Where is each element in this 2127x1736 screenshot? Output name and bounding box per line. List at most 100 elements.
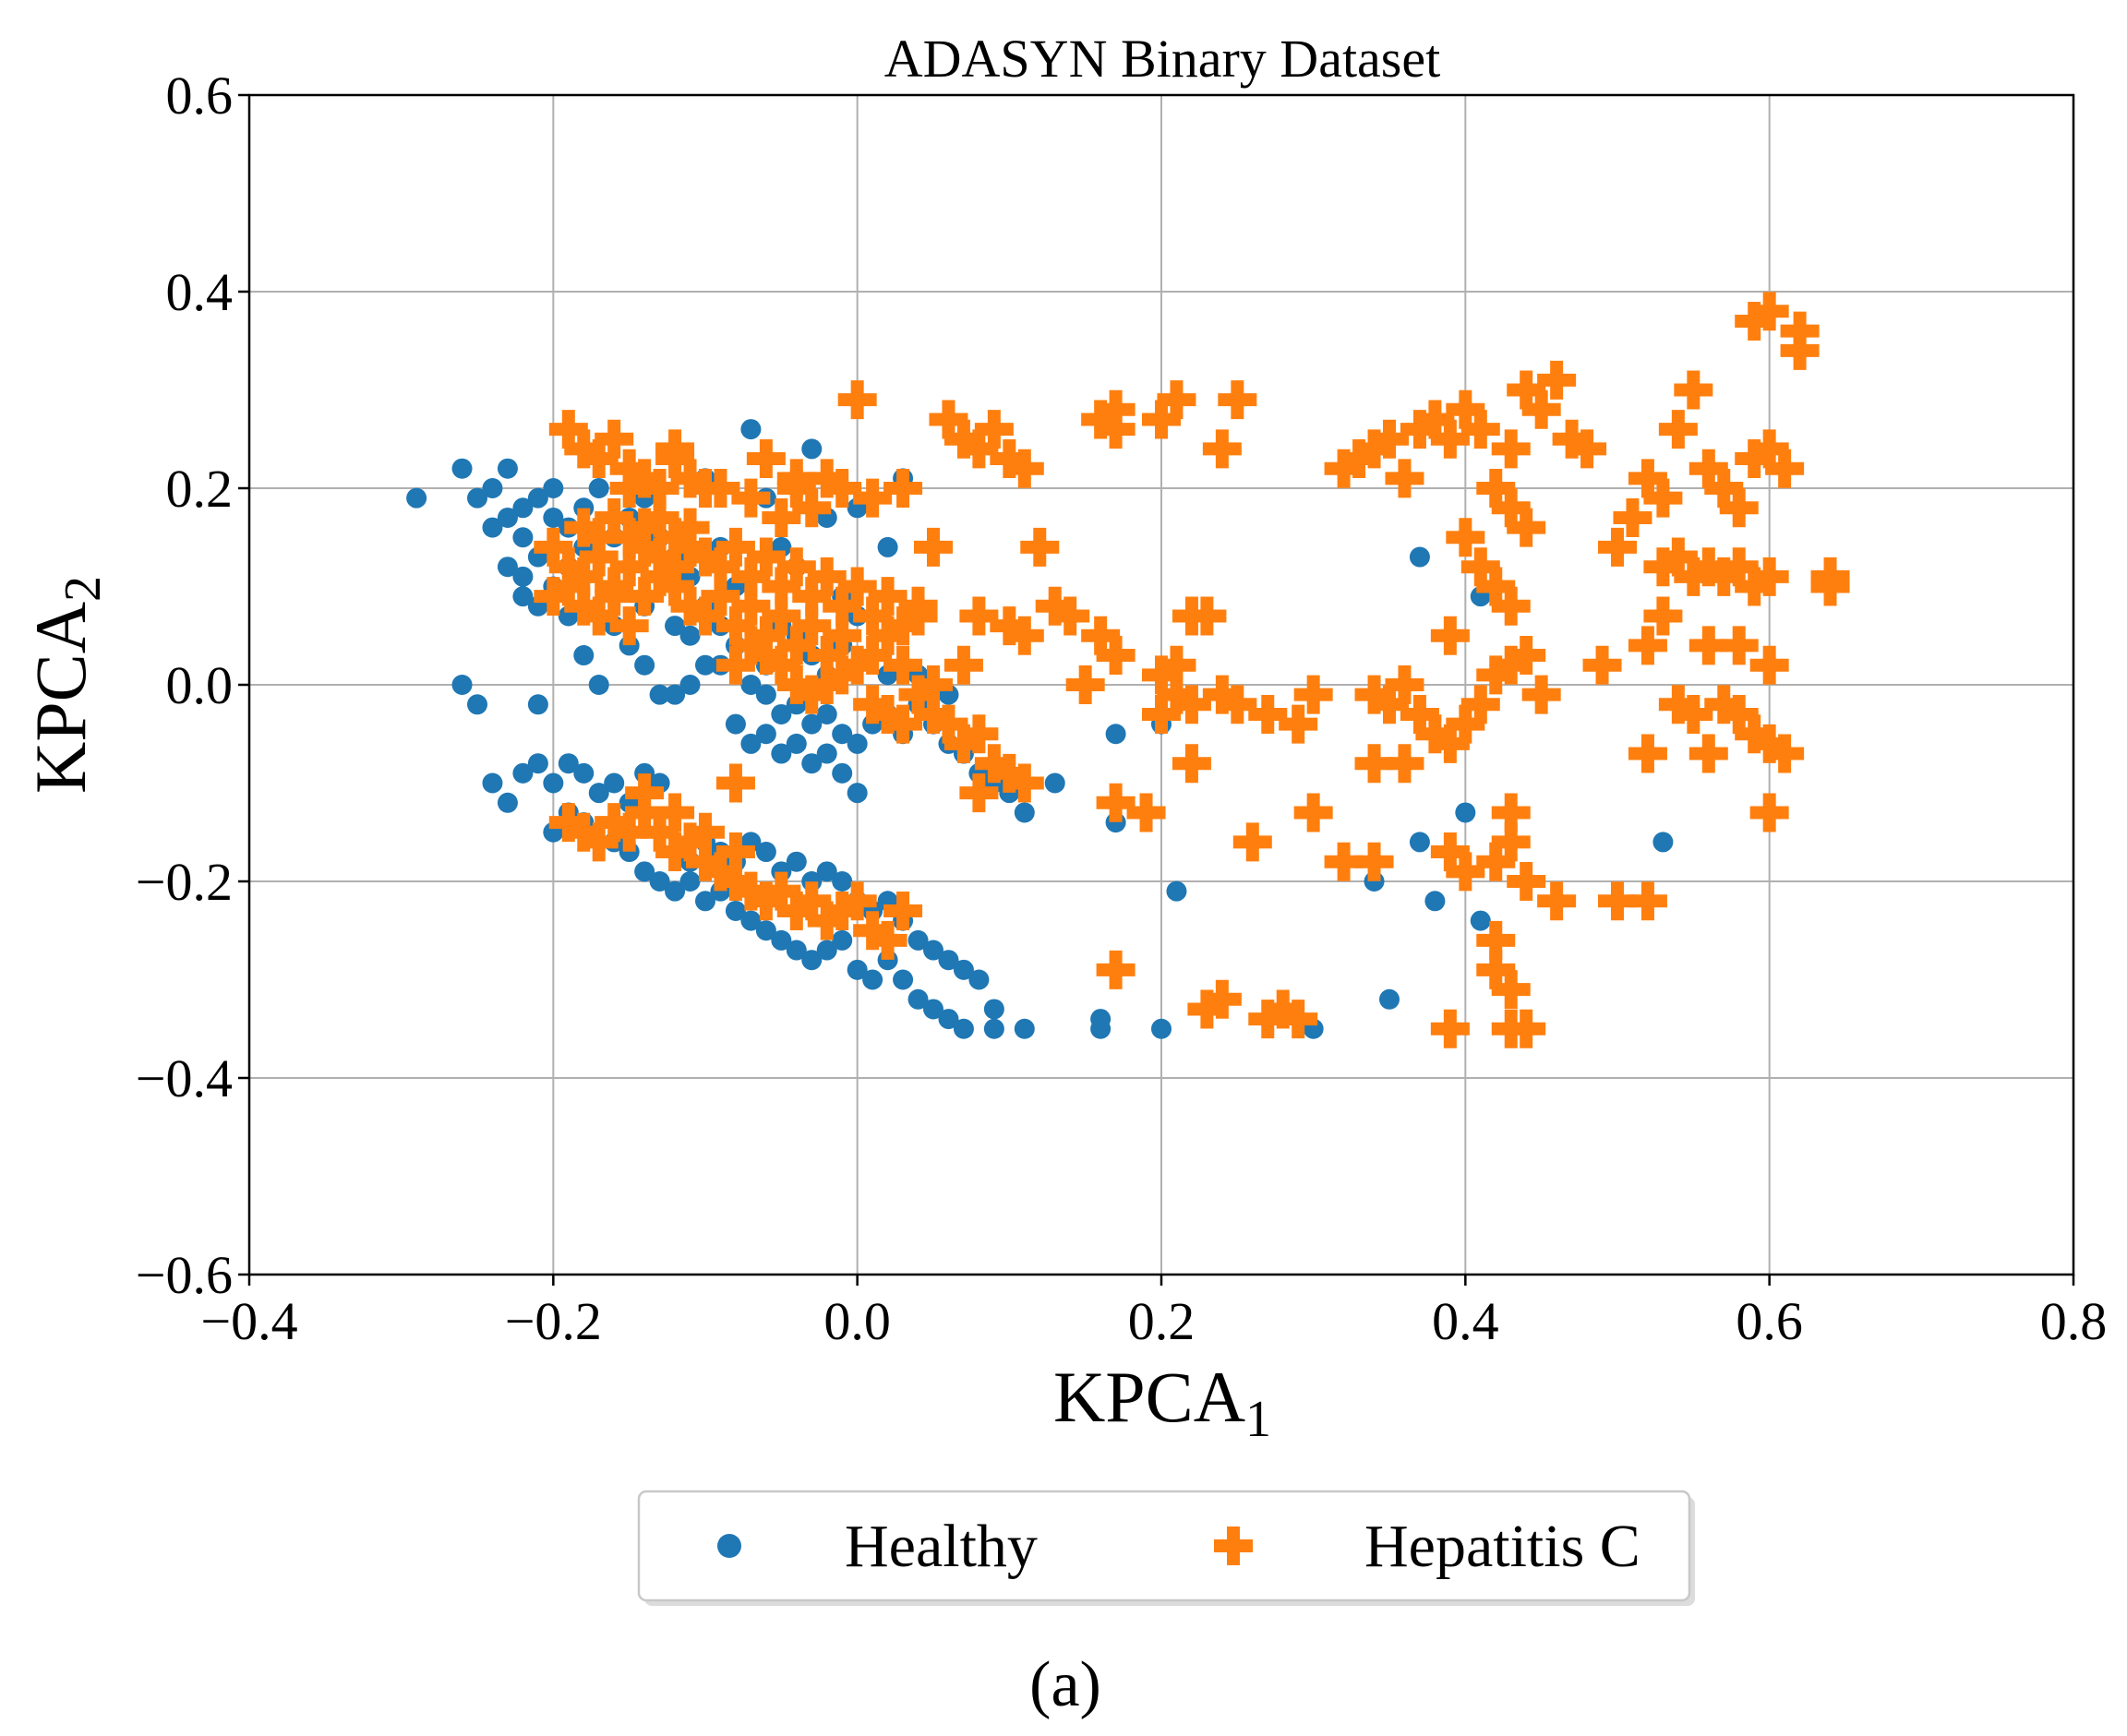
hepatitis-c-point (1537, 360, 1577, 400)
healthy-point (679, 625, 701, 646)
hepatitis-c-point (595, 803, 634, 843)
y-axis-label: KPCA2 (20, 576, 112, 794)
hepatitis-c-point (595, 577, 634, 617)
hepatitis-c-point (898, 675, 938, 714)
hepatitis-c-point (1735, 439, 1774, 479)
hepatitis-c-point (776, 459, 816, 498)
healthy-point (543, 478, 564, 498)
healthy-point (832, 929, 853, 951)
hepatitis-c-point (715, 832, 755, 872)
hepatitis-c-point (1749, 724, 1789, 763)
hepatitis-c-point (1446, 389, 1485, 429)
healthy-point (847, 783, 868, 804)
hepatitis-c-point (823, 469, 862, 508)
hepatitis-c-point (1279, 1000, 1318, 1039)
hepatitis-c-point (837, 881, 877, 921)
hepatitis-c-point (655, 567, 695, 606)
hepatitis-c-point (1096, 783, 1136, 822)
y-tick-label: 0.4 (166, 262, 234, 322)
healthy-point (527, 694, 548, 715)
healthy-point (512, 762, 534, 784)
x-tick-label: 0.8 (2040, 1291, 2108, 1351)
hepatitis-c-point (579, 822, 619, 862)
hepatitis-c-point (1324, 449, 1364, 488)
hepatitis-c-point (1157, 645, 1196, 685)
hepatitis-c-point (1385, 459, 1424, 498)
healthy-point (679, 871, 701, 892)
hepatitis-c-point (1688, 547, 1728, 587)
hepatitis-c-point (1051, 596, 1090, 636)
hepatitis-c-point (1035, 586, 1075, 626)
hepatitis-c-point (655, 518, 695, 557)
hepatitis-c-point (1643, 478, 1683, 518)
healthy-point (725, 713, 746, 735)
hepatitis-c-point (1628, 881, 1667, 921)
hepatitis-c-point (837, 645, 877, 685)
x-axis-label: KPCA1 (1053, 1357, 1271, 1448)
hepatitis-c-point (548, 547, 588, 587)
hepatitis-c-point (1719, 547, 1759, 587)
hepatitis-c-point (853, 685, 893, 724)
healthy-point (406, 487, 427, 509)
hepatitis-c-point (1385, 665, 1424, 704)
healthy-point (740, 733, 762, 754)
hepatitis-c-point (670, 822, 710, 862)
healthy-point (862, 969, 883, 990)
y-axis-label-subscript: 2 (54, 576, 112, 602)
hepatitis-c-point (1172, 685, 1211, 724)
hepatitis-c-point (1354, 429, 1394, 469)
hepatitis-c-point (1446, 518, 1485, 557)
healthy-point (1105, 724, 1126, 745)
healthy-point (725, 900, 746, 921)
hepatitis-c-point (1491, 822, 1531, 862)
healthy-point (573, 645, 595, 666)
hepatitis-c-point (1400, 410, 1439, 449)
hepatitis-c-point (762, 567, 801, 606)
healthy-point (512, 566, 534, 587)
hepatitis-c-point (776, 626, 816, 665)
hepatitis-c-point (1248, 694, 1288, 734)
hepatitis-c-point (1688, 626, 1728, 665)
hepatitis-c-point (731, 871, 771, 911)
hepatitis-c-point (1658, 410, 1698, 449)
hepatitis-c-point (1293, 793, 1333, 832)
y-tick-label: −0.2 (136, 852, 233, 912)
hepatitis-c-point (1096, 950, 1136, 989)
hepatitis-c-point (655, 793, 695, 832)
hepatitis-c-point (1674, 694, 1713, 734)
hepatitis-c-point (609, 812, 649, 852)
hepatitis-c-point (807, 459, 847, 498)
hepatitis-c-point (1643, 596, 1683, 636)
legend: Healthy Hepatitis C (637, 1490, 1695, 1606)
hepatitis-c-point (548, 803, 588, 843)
healthy-point (665, 684, 686, 705)
hepatitis-c-point (1126, 793, 1166, 832)
hepatitis-c-point (776, 891, 816, 930)
hepatitis-c-point (1598, 527, 1637, 567)
y-tick-label: 0.0 (166, 655, 234, 715)
y-tick-label: −0.4 (136, 1048, 233, 1108)
healthy-point (1014, 802, 1035, 823)
healthy-point (953, 1018, 974, 1039)
healthy-point (923, 940, 943, 961)
hepatitis-c-point (1704, 685, 1744, 724)
hepatitis-c-point (670, 527, 710, 567)
hepatitis-c-point (1598, 881, 1637, 921)
hepatitis-c-point (1628, 459, 1667, 498)
hepatitis-c-point (1218, 380, 1257, 420)
hepatitis-c-point (1263, 989, 1303, 1029)
healthy-point (847, 959, 868, 980)
hepatitis-c-point (1688, 449, 1728, 488)
hepatitis-c-point (579, 518, 619, 557)
hepatitis-c-point (731, 557, 771, 596)
hepatitis-c-point (943, 724, 983, 763)
hepatitis-c-point (609, 469, 649, 508)
hepatitis-c-point (701, 852, 740, 892)
x-tick-label: −0.2 (505, 1291, 602, 1351)
hepatitis-c-point (853, 478, 893, 518)
healthy-point (467, 694, 487, 715)
hepatitis-c-point (868, 694, 907, 734)
hepatitis-c-point (929, 704, 968, 744)
hepatitis-c-point (792, 577, 832, 617)
hepatitis-c-point (1719, 694, 1759, 734)
